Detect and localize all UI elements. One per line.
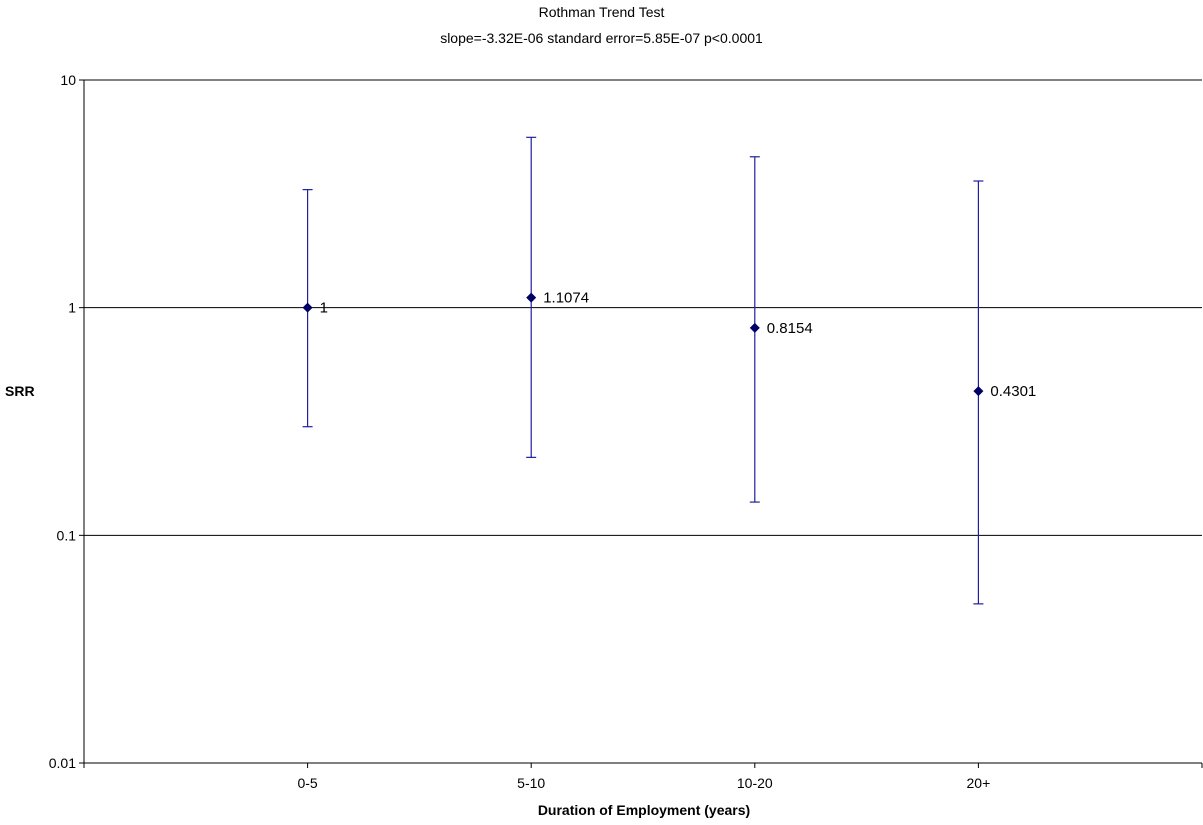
y-tick-label: 1 — [68, 300, 76, 316]
data-label: 1 — [320, 300, 328, 317]
y-tick-label: 0.1 — [57, 527, 77, 543]
chart-subtitle: slope=-3.32E-06 standard error=5.85E-07 … — [440, 30, 763, 46]
x-tick-label: 20+ — [967, 775, 991, 791]
data-label: 1.1074 — [543, 290, 589, 307]
y-tick-label: 0.01 — [49, 755, 76, 771]
data-label: 0.4301 — [990, 383, 1036, 400]
data-point-marker — [973, 386, 984, 397]
x-axis-label: Duration of Employment (years) — [538, 802, 750, 818]
data-label: 0.8154 — [767, 320, 813, 337]
data-point-marker — [302, 302, 313, 313]
chart-title: Rothman Trend Test — [538, 4, 665, 20]
x-tick-label: 10-20 — [737, 775, 773, 791]
x-tick-label: 0-5 — [297, 775, 317, 791]
y-axis-label: SRR — [5, 383, 35, 399]
x-tick-label: 5-10 — [517, 775, 545, 791]
data-point-marker — [526, 292, 537, 303]
y-tick-label: 10 — [60, 72, 76, 88]
data-point-marker — [749, 322, 760, 333]
